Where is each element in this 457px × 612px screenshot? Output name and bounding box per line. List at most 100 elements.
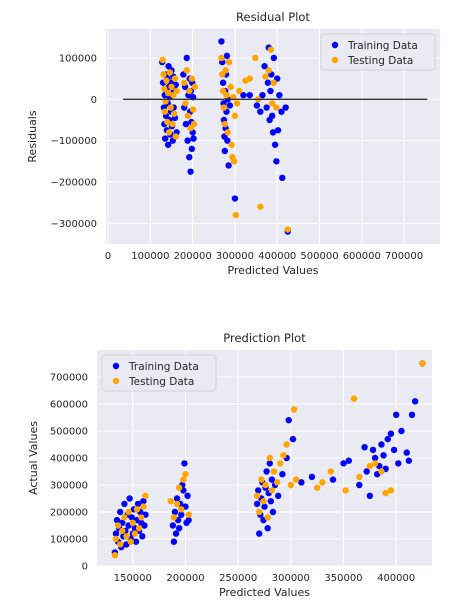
residual-data-point: [282, 104, 289, 111]
prediction-data-point: [313, 484, 321, 491]
prediction-data-point: [408, 411, 416, 418]
prediction-data-point: [182, 471, 189, 478]
residual-data-point: [268, 100, 276, 107]
residual-data-point: [183, 54, 190, 62]
prediction-data-point: [173, 500, 181, 508]
residual-data-point: [159, 56, 166, 64]
prediction-x-tick-label: 400000: [377, 573, 415, 584]
residual-y-axis-label: Residuals: [26, 110, 39, 162]
residual-data-point: [270, 54, 278, 62]
residual-data-point: [186, 153, 193, 161]
residual-x-tick-label: 100000: [131, 251, 169, 262]
residual-y-tick-label: 0: [91, 95, 97, 106]
prediction-data-point: [178, 511, 185, 518]
residual-data-point: [263, 104, 270, 111]
residual-data-point: [257, 108, 264, 115]
prediction-data-point: [256, 530, 263, 537]
prediction-legend: Training Data Testing Data: [101, 354, 217, 392]
prediction-data-point: [112, 535, 120, 543]
prediction-data-point: [274, 492, 282, 499]
prediction-data-point: [264, 514, 271, 521]
residual-data-point: [268, 112, 276, 120]
residual-x-tick-label: 500000: [300, 251, 338, 262]
residual-data-point: [164, 118, 171, 126]
prediction-data-point: [127, 538, 134, 545]
residual-legend-marker: [331, 56, 339, 64]
prediction-data-point: [392, 411, 400, 418]
prediction-data-point: [266, 454, 273, 462]
prediction-data-point: [279, 471, 286, 478]
prediction-data-point: [283, 441, 290, 448]
prediction-data-point: [371, 460, 379, 467]
prediction-data-point: [356, 473, 363, 481]
prediction-data-point: [253, 492, 261, 499]
prediction-y-tick-label: 200000: [50, 508, 88, 519]
residual-series-testing: [159, 46, 291, 233]
prediction-data-point: [419, 360, 426, 367]
prediction-data-point: [277, 460, 284, 467]
residual-data-point: [271, 141, 279, 148]
prediction-data-point: [290, 406, 298, 413]
prediction-legend-label: Training Data: [128, 361, 199, 373]
residual-data-point: [221, 120, 229, 128]
residual-legend-label: Training Data: [347, 40, 418, 52]
residual-data-point: [163, 77, 170, 84]
prediction-y-tick-label: 300000: [50, 481, 88, 492]
residual-title: Residual Plot: [236, 10, 310, 24]
residual-data-point: [173, 87, 180, 95]
residual-data-point: [219, 79, 227, 86]
residual-data-point: [273, 158, 280, 165]
residual-data-point: [276, 91, 283, 99]
residual-data-point: [259, 91, 266, 99]
prediction-y-tick-label: 100000: [50, 535, 88, 546]
residual-legend-label: Testing Data: [347, 55, 413, 67]
prediction-data-point: [329, 476, 337, 483]
residual-x-axis-label: Predicted Values: [227, 264, 318, 277]
residual-data-point: [270, 79, 278, 86]
residual-plot: 0 100000 200000 300000 400000 500000 600000 700…: [26, 10, 440, 277]
prediction-data-point: [366, 462, 374, 470]
prediction-data-point: [138, 514, 145, 521]
residual-x-tick-label: 600000: [343, 251, 381, 262]
residual-data-point: [218, 54, 225, 62]
prediction-data-point: [378, 468, 385, 475]
prediction-data-point: [395, 460, 402, 467]
residual-x-tick-label: 0: [105, 251, 111, 262]
prediction-data-point: [411, 398, 419, 405]
residual-y-tick-label: −200000: [50, 177, 97, 188]
prediction-data-point: [387, 487, 395, 494]
prediction-data-point: [116, 541, 124, 548]
prediction-data-point: [384, 435, 391, 443]
prediction-data-point: [178, 506, 185, 513]
residual-data-point: [230, 158, 238, 165]
prediction-data-point: [356, 481, 363, 489]
residual-data-point: [167, 104, 174, 111]
residual-data-point: [187, 168, 194, 175]
prediction-data-point: [139, 533, 146, 540]
prediction-data-point: [340, 460, 347, 467]
residual-data-point: [218, 38, 225, 45]
residual-data-point: [257, 203, 264, 210]
residual-data-point: [172, 133, 179, 140]
prediction-data-point: [126, 495, 133, 502]
residual-data-point: [269, 129, 277, 136]
prediction-data-point: [123, 533, 130, 540]
residual-data-point: [226, 102, 234, 109]
prediction-data-point: [308, 473, 316, 481]
prediction-data-point: [131, 530, 139, 537]
prediction-data-point: [285, 417, 292, 424]
prediction-data-point: [180, 476, 187, 483]
residual-data-point: [228, 141, 235, 148]
prediction-data-point: [133, 506, 141, 513]
residual-data-point: [279, 174, 286, 182]
residual-data-point: [182, 100, 189, 107]
prediction-x-axis-label: Predicted Values: [219, 586, 310, 599]
residual-data-point: [168, 83, 175, 91]
residual-data-point: [246, 91, 253, 99]
residual-data-point: [164, 141, 172, 148]
prediction-data-point: [350, 395, 358, 402]
prediction-data-point: [260, 498, 267, 505]
prediction-x-tick-label: 300000: [272, 573, 310, 584]
residual-x-tick-label: 300000: [216, 251, 254, 262]
